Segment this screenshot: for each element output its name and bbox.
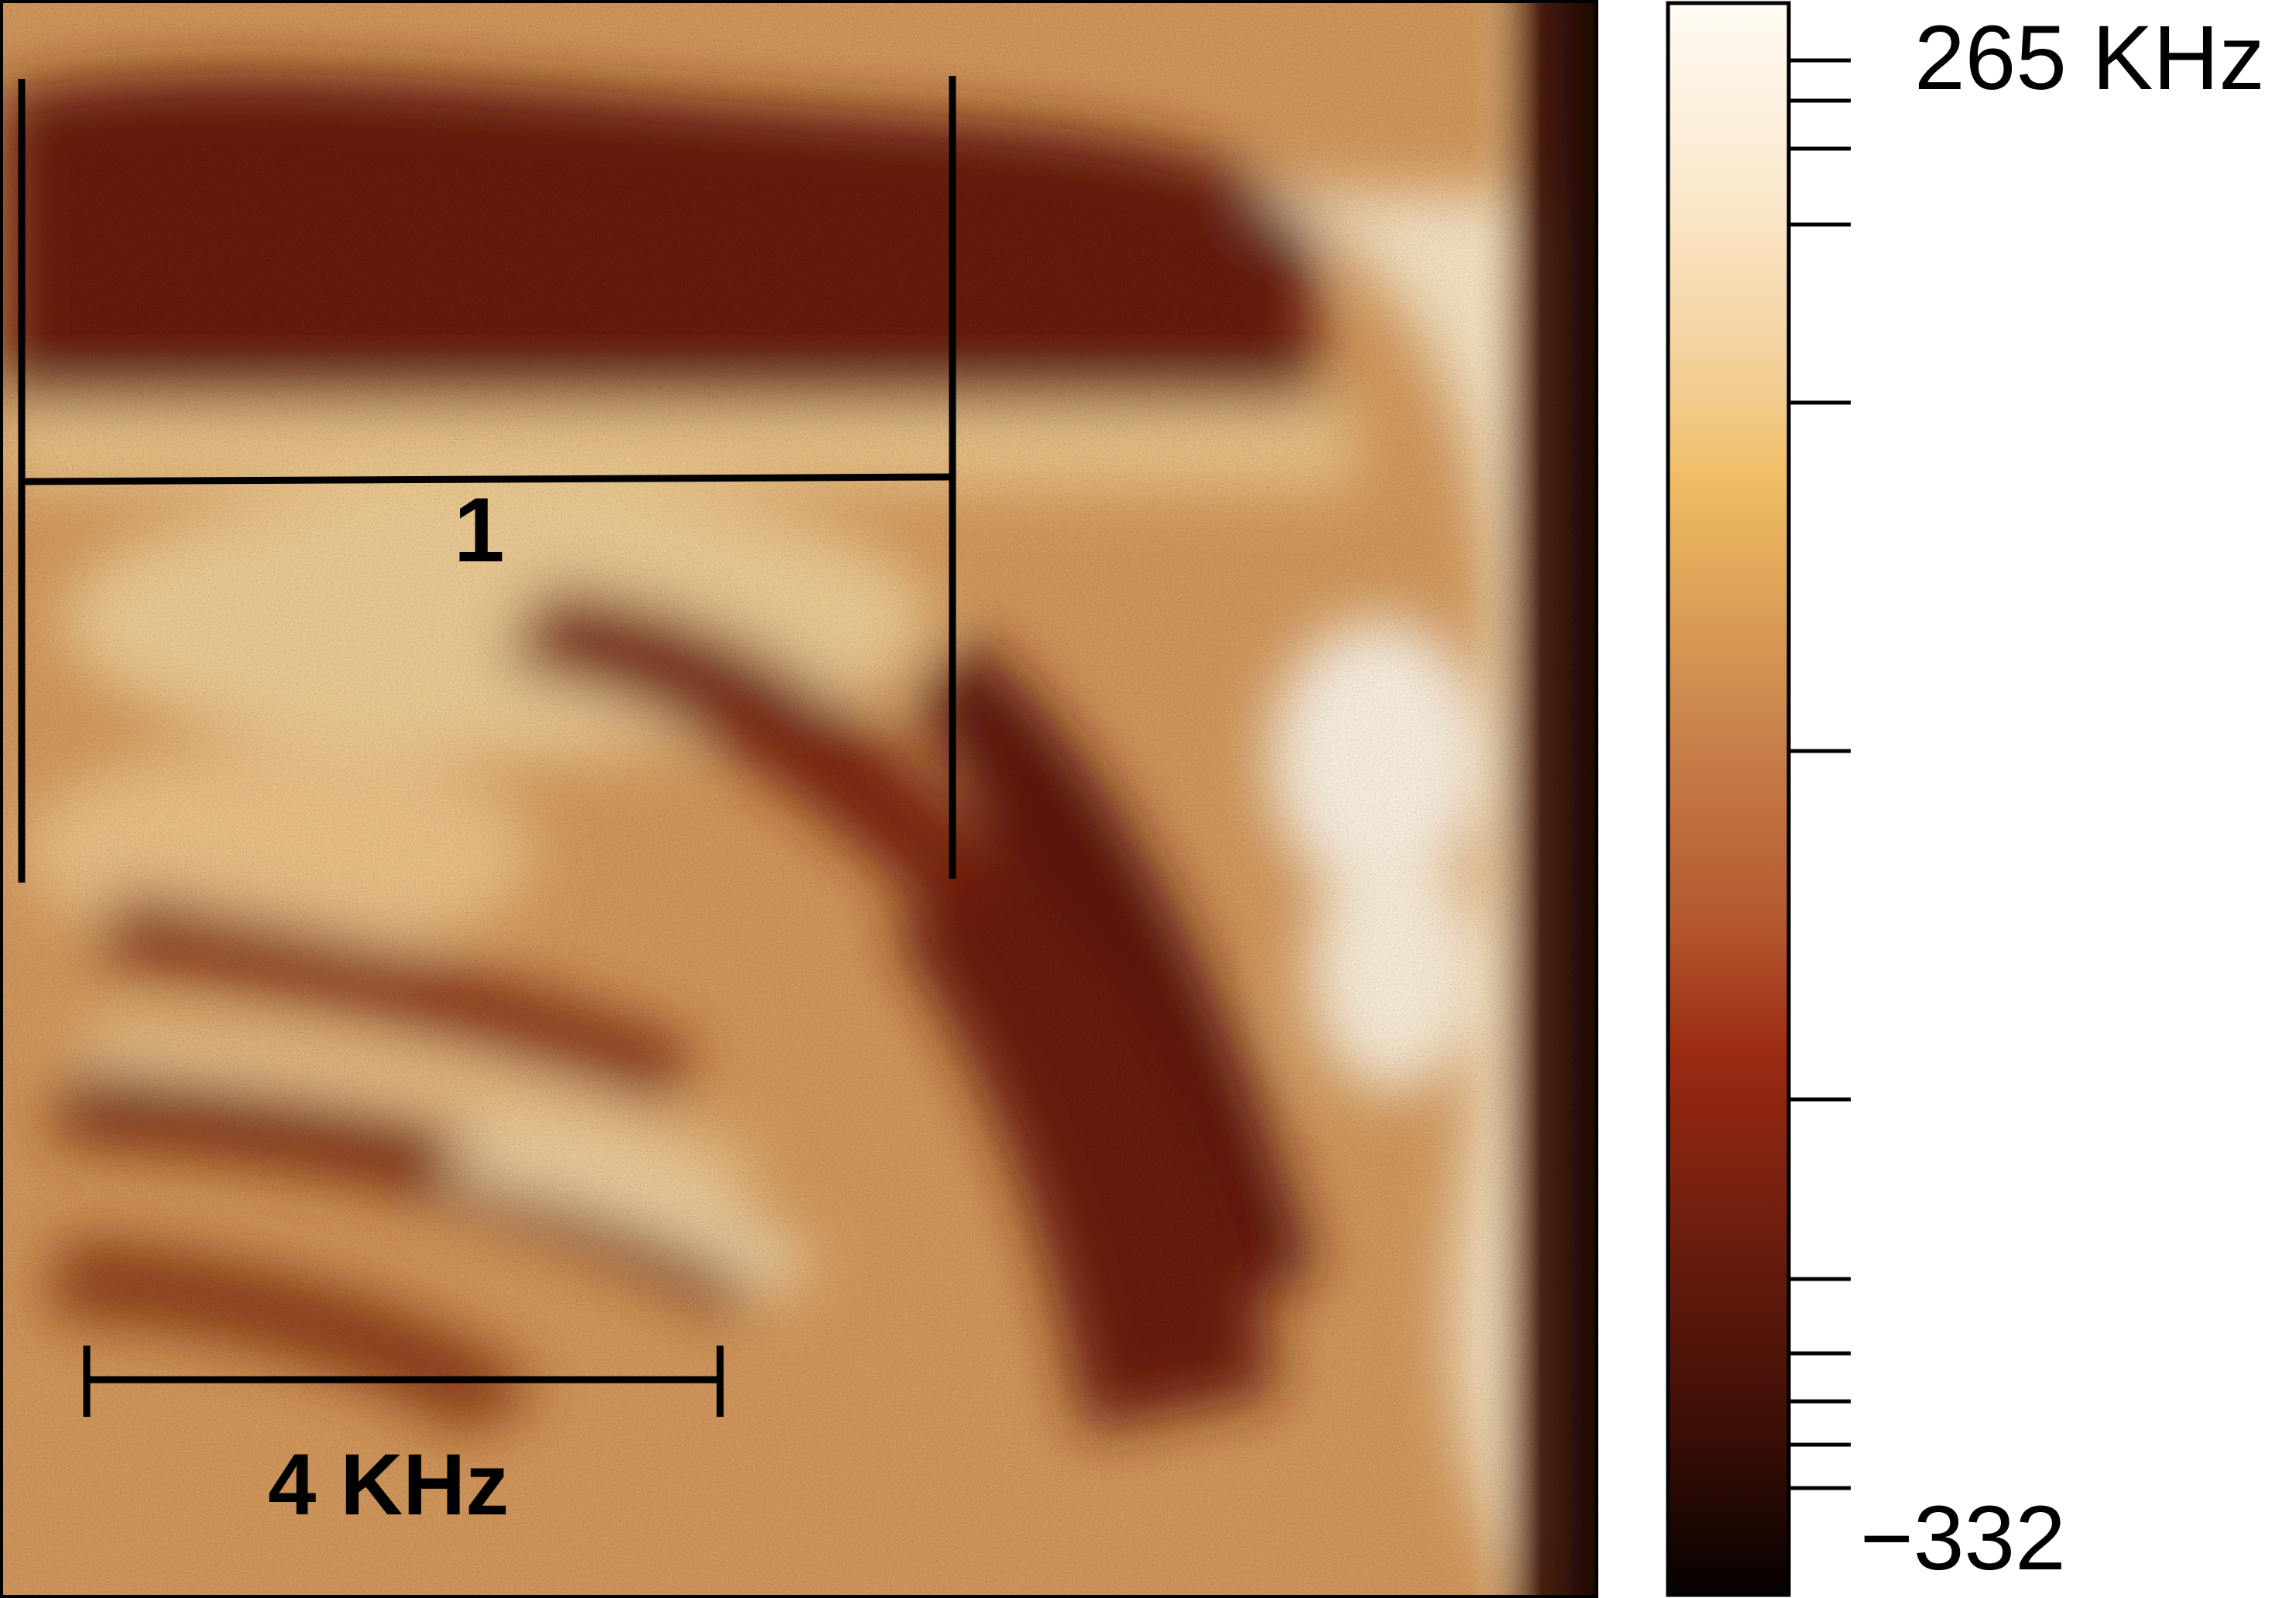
colorbar-gradient — [1666, 1, 1791, 1597]
colorbar-ticks — [1789, 58, 1851, 1490]
field-map — [0, 0, 1598, 1598]
scale-bar-label: 4 KHz — [268, 1436, 510, 1533]
region-1-marker — [18, 76, 956, 883]
region-width-line — [21, 473, 953, 485]
colorbar-max-label: 265 KHz — [1914, 7, 2265, 109]
colorbar: 265 KHz −332 — [1665, 0, 2296, 1598]
colorbar-min-label: −332 — [1860, 1487, 2066, 1589]
map-texture — [0, 0, 1598, 1598]
colorbar-scale — [1666, 1, 1851, 1597]
field-map-panel: 1 4 KHz — [0, 0, 1598, 1598]
map-frame — [0, 0, 1598, 1598]
region-label: 1 — [454, 479, 505, 581]
scale-bar — [83, 1346, 724, 1417]
